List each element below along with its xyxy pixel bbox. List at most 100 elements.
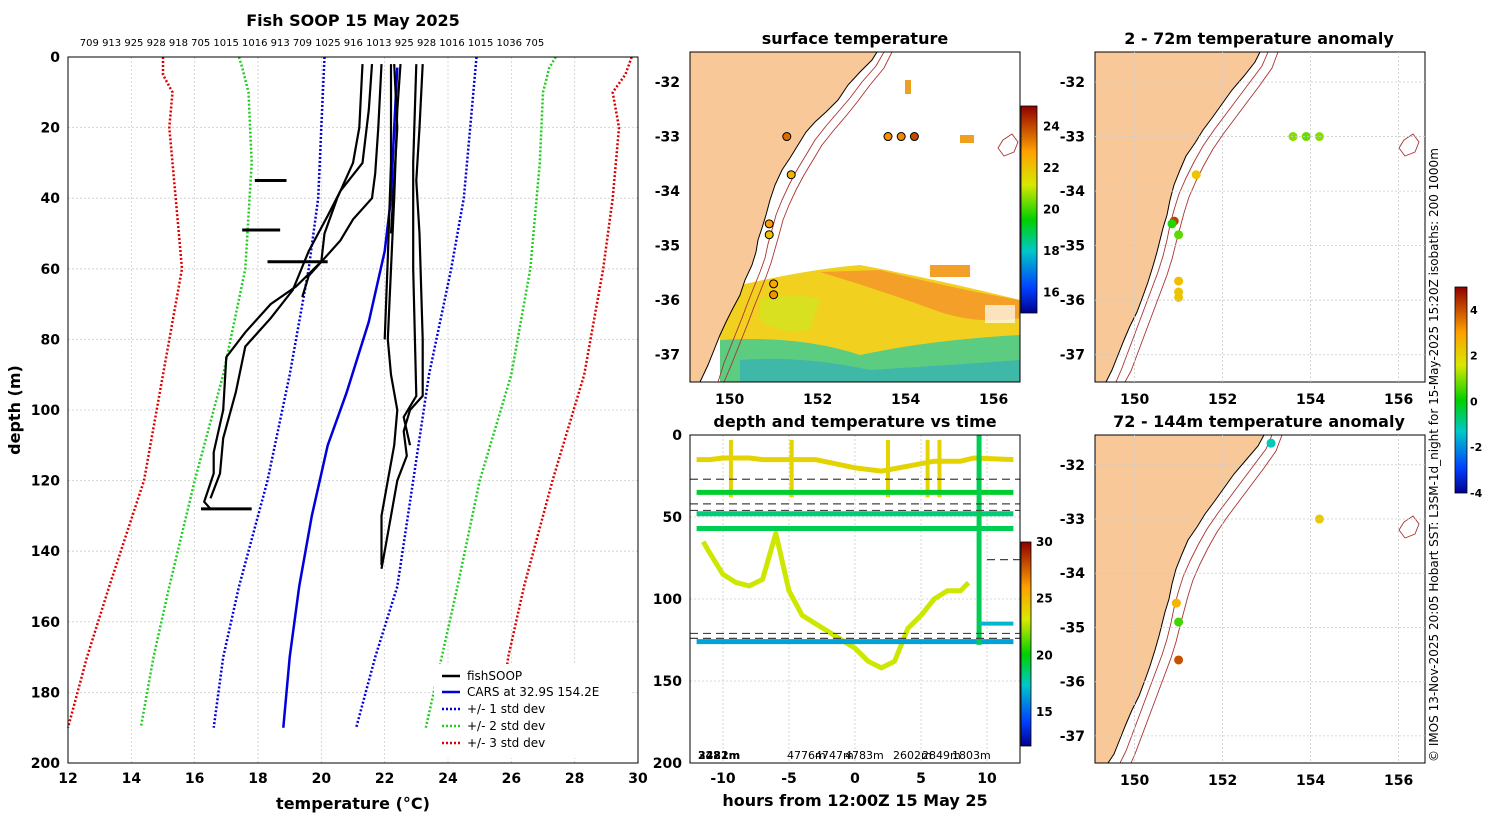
map-ytick: -35 (1060, 620, 1085, 636)
map-xtick: 154 (891, 392, 920, 408)
anom-shallow-panel: 2 - 72m temperature anomaly 150 152 154 156… (1060, 29, 1426, 408)
time-bottom-label: 4783m (845, 749, 884, 762)
sst-colorbar-tick: 22 (1043, 161, 1060, 175)
anom1-land (1095, 52, 1261, 382)
map-xtick: 156 (979, 392, 1008, 408)
time-colorbar (1020, 541, 1032, 747)
time-frame (689, 434, 1021, 764)
anomaly-colorbar-tick: 4 (1470, 304, 1478, 317)
map-ytick: -36 (1060, 675, 1085, 691)
legend-std3: +/- 3 std dev (467, 736, 545, 750)
time-colorbar-tick: 15 (1036, 705, 1053, 719)
legend-fishsoop: fishSOOP (467, 669, 522, 683)
profile-series-line (497, 56, 633, 728)
time-variable-track (696, 455, 1014, 474)
sst-station-point (883, 132, 893, 142)
fishsoop-profile-line (380, 64, 424, 569)
map-xtick: 154 (1296, 773, 1325, 789)
profile-xlabel: temperature (°C) (276, 794, 430, 813)
profile-ytick: 80 (41, 332, 61, 348)
sst-map-panel: surface temperature 150 152 154 156 -32 -33 -3… (655, 29, 1060, 408)
sst-station-point (786, 170, 796, 180)
time-colorbar-tick: 20 (1036, 648, 1053, 662)
anomaly-colorbar-tick: 2 (1470, 350, 1478, 363)
anom2-title: 72 - 144m temperature anomaly (1113, 412, 1405, 431)
map-ytick: -36 (1060, 293, 1085, 309)
fishsoop-profile-line (209, 64, 374, 499)
sst-colorbar-tick: 24 (1043, 120, 1060, 134)
anom2-point (1174, 655, 1184, 665)
sst-station-point (764, 219, 774, 229)
anom2-isobath-1000 (1130, 435, 1283, 763)
sst-station-point (769, 279, 779, 289)
profile-xtick: 16 (185, 771, 204, 787)
profile-ytick: 180 (31, 685, 60, 701)
anom2-point (1171, 598, 1181, 608)
anom1-point (1174, 276, 1184, 286)
profile-ytick: 120 (31, 474, 60, 490)
anomaly-colorbar (1454, 286, 1468, 494)
map-ytick: -34 (655, 184, 681, 200)
map-ytick: -32 (655, 75, 680, 91)
anom1-isobath-1000 (1124, 52, 1279, 382)
time-title: depth and temperature vs time (713, 412, 996, 431)
anom1-point (1191, 170, 1201, 180)
sst-colorbar-tick: 18 (1043, 244, 1060, 258)
profile-axes-frame (67, 56, 639, 764)
profile-xtick: 22 (375, 771, 394, 787)
anom1-frame (1094, 51, 1426, 383)
profile-xtick: 12 (58, 771, 77, 787)
map-xtick: 156 (1384, 392, 1413, 408)
profile-xtick: 18 (248, 771, 267, 787)
anomaly-colorbar-tick: -4 (1470, 487, 1483, 500)
anom2-point (1266, 438, 1276, 448)
anom2-island (1398, 515, 1420, 539)
time-colorbar-tick: 30 (1036, 535, 1053, 549)
time-panel: depth and temperature vs time -10 -5 0 5 100… (653, 412, 1053, 810)
time-bottom-label: 4776m (787, 749, 826, 762)
map-ytick: -36 (655, 293, 680, 309)
profile-ytick: 20 (41, 121, 61, 137)
sst-title: surface temperature (762, 29, 949, 48)
fishsoop-profile-line (202, 64, 364, 510)
profile-xtick: 28 (565, 771, 584, 787)
sst-station-point (764, 230, 774, 240)
anom1-point (1167, 219, 1177, 229)
anomaly-colorbar-tick: 0 (1470, 395, 1478, 408)
map-ytick: -37 (1060, 348, 1085, 364)
sst-land (690, 52, 878, 382)
time-ytick: 50 (663, 510, 683, 526)
time-bottom-label: 2849m (922, 749, 961, 762)
anom1-title: 2 - 72m temperature anomaly (1124, 29, 1394, 48)
map-xtick: 150 (1120, 773, 1149, 789)
profile-xtick: 30 (628, 771, 648, 787)
map-xtick: 150 (1120, 392, 1149, 408)
legend-std2: +/- 2 std dev (467, 719, 545, 733)
profile-series-line (282, 67, 399, 728)
map-ytick: -32 (1060, 75, 1085, 91)
profile-ytick: 160 (31, 615, 60, 631)
map-ytick: -32 (1060, 458, 1085, 474)
profile-ytick: 200 (31, 756, 60, 772)
side-credit: © IMOS 13-Nov-2025 20:05 Hobart SST: L3S… (1427, 148, 1441, 762)
sst-island (997, 133, 1019, 157)
sst-field (720, 80, 1020, 382)
map-ytick: -33 (1060, 130, 1085, 146)
map-ytick: -35 (1060, 239, 1085, 255)
map-xtick: 152 (1208, 773, 1237, 789)
anom1-point (1174, 230, 1184, 240)
sst-colorbar-tick: 20 (1043, 203, 1060, 217)
anomaly-colorbar-tick: -2 (1470, 441, 1482, 454)
anom1-point (1301, 132, 1311, 142)
time-xtick: -10 (710, 771, 736, 787)
map-xtick: 152 (803, 392, 832, 408)
sst-isobath-200 (717, 52, 885, 382)
sst-frame (689, 51, 1021, 383)
map-xtick: 150 (715, 392, 744, 408)
time-ytick: 100 (653, 592, 682, 608)
time-xlabel: hours from 12:00Z 15 May 25 (722, 791, 987, 810)
profile-series-line (212, 56, 326, 728)
anom2-point (1174, 617, 1184, 627)
time-bottom-label: 2222m (698, 749, 740, 762)
